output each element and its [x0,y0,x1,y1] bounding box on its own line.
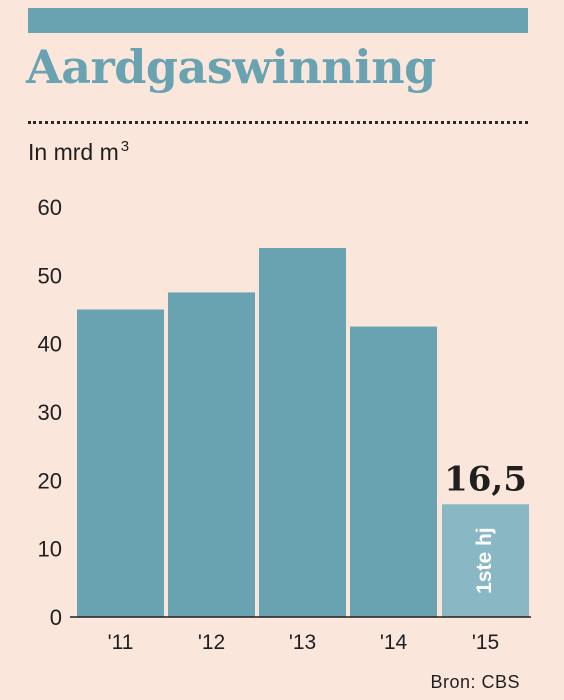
highlight-value-label: 16,5 [444,459,527,499]
bar-1 [168,292,255,617]
x-tick-label: '15 [472,631,499,654]
bar-0 [77,309,164,617]
x-tick-label: '13 [289,631,316,654]
annotations: 16,5 1ste hj [444,459,527,594]
bar-2 [259,248,346,617]
x-tick-label: '11 [108,631,134,654]
chart-title: Aardgaswinning [26,40,436,94]
bar-4 [442,504,529,617]
top-color-band [28,8,528,33]
x-tick-label: '14 [380,631,408,654]
y-tick-label: 40 [38,332,62,357]
subtitle-superscript: 3 [120,138,130,155]
y-tick-label: 0 [50,605,62,630]
x-axis-ticks: '11 '12 '13 '14 '15 [108,631,500,654]
highlight-bar-label: 1ste hj [473,527,496,594]
subtitle-text: In mrd m [28,139,119,165]
x-tick-label: '12 [198,631,225,654]
y-tick-label: 10 [38,537,62,562]
y-axis-ticks: 0 10 20 30 40 50 60 [38,195,62,630]
bar-3 [350,326,437,617]
source-note: Bron: CBS [430,672,520,692]
bars [77,248,529,617]
y-tick-label: 60 [38,195,62,220]
y-tick-label: 50 [38,263,62,288]
dotted-divider [28,121,528,124]
y-tick-label: 20 [38,468,62,493]
y-tick-label: 30 [38,400,62,425]
